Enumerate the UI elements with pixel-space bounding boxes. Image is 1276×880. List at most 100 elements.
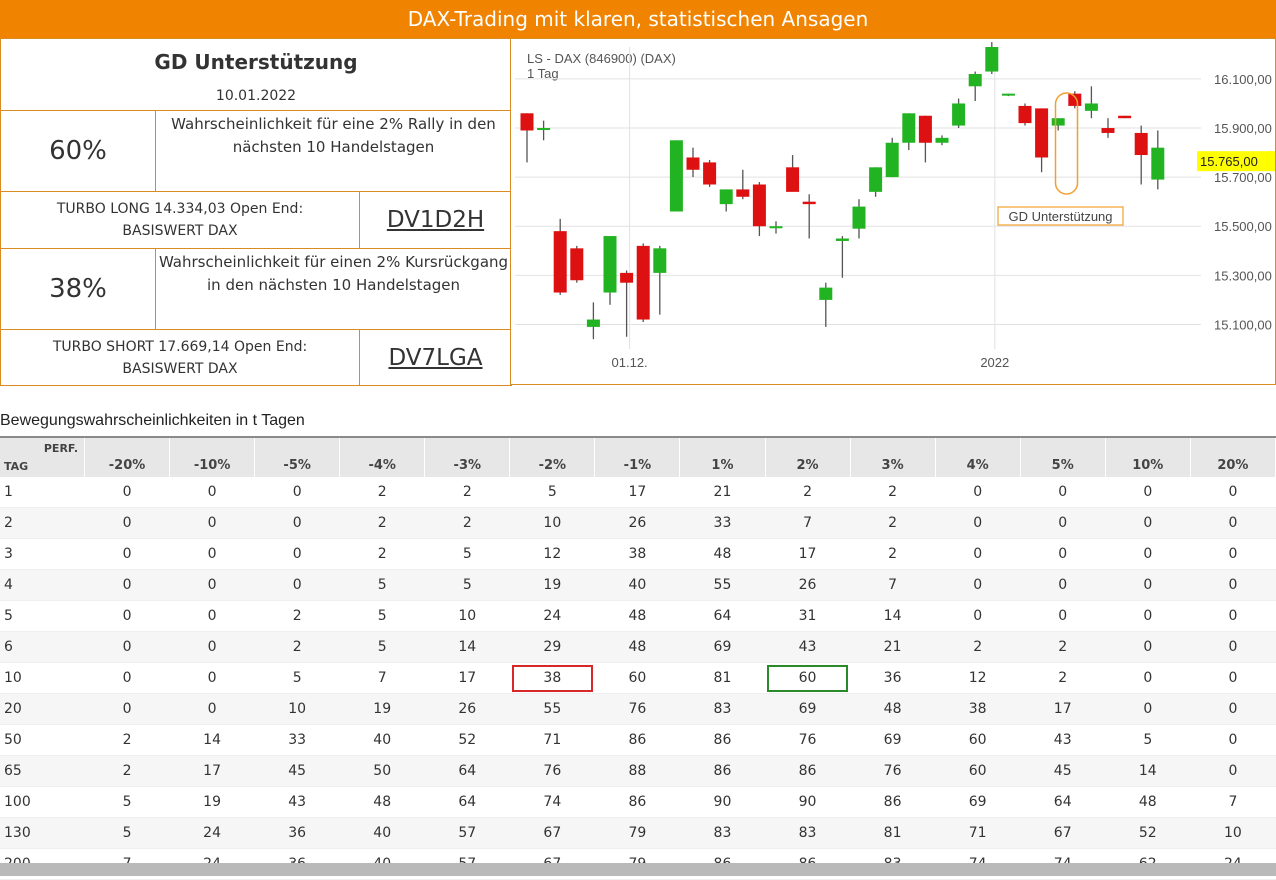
horizontal-scrollbar[interactable] bbox=[0, 863, 1276, 876]
probability-cell: 0 bbox=[84, 662, 170, 694]
candle-body bbox=[852, 206, 866, 229]
y-tick-label: 15.100,00 bbox=[1214, 317, 1272, 332]
probability-cell: 2 bbox=[339, 538, 425, 570]
probability-cell: 7 bbox=[850, 569, 936, 601]
probability-cell: 5 bbox=[84, 786, 170, 818]
y-tick-label: 15.700,00 bbox=[1214, 170, 1272, 185]
candle-body bbox=[537, 128, 551, 131]
probability-cell: 0 bbox=[1190, 569, 1276, 601]
table-row: 20 0 0 10 19 26 55 76 83 69 48 38 17 0 0 bbox=[0, 693, 1276, 725]
candle-body bbox=[1084, 103, 1098, 111]
short-probability: 38% bbox=[49, 274, 107, 304]
probability-cell: 21 bbox=[850, 631, 936, 663]
day-cell: 130 bbox=[0, 817, 85, 849]
probability-cell: 0 bbox=[1190, 662, 1276, 694]
candle-body bbox=[653, 248, 667, 273]
probability-cell: 86 bbox=[594, 724, 680, 756]
candle-body bbox=[918, 115, 932, 143]
candle-body bbox=[603, 236, 617, 293]
turbo-long-wkn-link[interactable]: DV1D2H bbox=[386, 207, 485, 233]
column-header: -5% bbox=[254, 436, 341, 477]
y-tick-label: 15.500,00 bbox=[1214, 219, 1272, 234]
candle-body bbox=[869, 167, 883, 192]
candle-body bbox=[835, 238, 849, 241]
probability-cell: 64 bbox=[424, 755, 510, 787]
probability-cell: 79 bbox=[594, 817, 680, 849]
table-row: 6 0 0 2 5 14 29 48 69 43 21 2 2 0 0 bbox=[0, 631, 1276, 663]
candle-body bbox=[935, 137, 949, 143]
probability-cell: 48 bbox=[339, 786, 425, 818]
probability-cell: 5 bbox=[339, 569, 425, 601]
probability-cell: 2 bbox=[84, 724, 170, 756]
turbo-short-wkn-link[interactable]: DV7LGA bbox=[388, 344, 483, 371]
probability-cell: 24 bbox=[169, 817, 255, 849]
candle-body bbox=[1018, 105, 1032, 124]
probability-cell: 0 bbox=[935, 569, 1021, 601]
day-cell: 1 bbox=[0, 477, 85, 508]
probability-cell: 67 bbox=[1020, 817, 1106, 849]
probability-cell: 19 bbox=[339, 693, 425, 725]
probability-cell: 5 bbox=[339, 631, 425, 663]
short-probability-text: Wahrscheinlichkeit für einen 2% Kursrück… bbox=[154, 248, 513, 330]
candle-body bbox=[1101, 128, 1115, 133]
probability-cell: 83 bbox=[679, 817, 765, 849]
probability-cell: 38 bbox=[935, 693, 1021, 725]
probability-cell: 5 bbox=[339, 600, 425, 632]
candle-body bbox=[985, 47, 999, 72]
probability-cell: 50 bbox=[339, 755, 425, 787]
probability-cell: 12 bbox=[935, 662, 1021, 694]
probability-cell: 40 bbox=[339, 724, 425, 756]
candle-body bbox=[952, 103, 966, 126]
probability-cell: 2 bbox=[254, 600, 340, 632]
probability-cell: 71 bbox=[935, 817, 1021, 849]
probability-cell: 45 bbox=[254, 755, 340, 787]
signal-header: GD Unterstützung 10.01.2022 bbox=[0, 38, 513, 111]
probability-cell: 88 bbox=[594, 755, 680, 787]
probability-cell: 81 bbox=[679, 662, 765, 694]
probability-cell: 0 bbox=[1020, 538, 1106, 570]
column-header: -1% bbox=[594, 436, 681, 477]
probability-cell: 90 bbox=[679, 786, 765, 818]
probability-cell: 7 bbox=[765, 507, 851, 539]
long-probability-text: Wahrscheinlichkeit für eine 2% Rally in … bbox=[154, 110, 513, 192]
probability-cell: 83 bbox=[679, 693, 765, 725]
dax-chart: LS - DAX (846900) (DAX) 1 Tag 16.100,00 1… bbox=[510, 38, 1276, 385]
candle-body bbox=[1134, 132, 1148, 156]
probability-cell: 69 bbox=[935, 786, 1021, 818]
signal-info-panel: GD Unterstützung 10.01.2022 60% Wahrsche… bbox=[0, 38, 513, 386]
probability-cell: 83 bbox=[765, 817, 851, 849]
probability-cell: 38 bbox=[509, 662, 595, 694]
page-banner: DAX-Trading mit klaren, statistischen An… bbox=[0, 0, 1276, 38]
probability-cell: 0 bbox=[1190, 631, 1276, 663]
probability-cell: 64 bbox=[679, 600, 765, 632]
probability-cell: 2 bbox=[1020, 662, 1106, 694]
probability-cell: 10 bbox=[254, 693, 340, 725]
probability-cell: 67 bbox=[509, 817, 595, 849]
probability-cell: 33 bbox=[254, 724, 340, 756]
day-cell: 6 bbox=[0, 631, 85, 663]
column-header: -3% bbox=[424, 436, 511, 477]
day-cell: 3 bbox=[0, 538, 85, 570]
long-probability: 60% bbox=[49, 136, 107, 166]
candlestick-chart: LS - DAX (846900) (DAX) 1 Tag 16.100,00 1… bbox=[515, 42, 1275, 370]
turbo-long-line1: TURBO LONG 14.334,03 Open End: bbox=[56, 201, 304, 217]
probability-cell: 60 bbox=[935, 724, 1021, 756]
candle-body bbox=[636, 245, 650, 320]
probability-cell: 36 bbox=[850, 662, 936, 694]
probability-cell: 2 bbox=[424, 507, 510, 539]
y-tick-label: 15.900,00 bbox=[1214, 121, 1272, 136]
probability-cell: 69 bbox=[679, 631, 765, 663]
annotation-label: GD Unterstützung bbox=[1008, 209, 1112, 224]
probability-cell: 0 bbox=[1190, 724, 1276, 756]
probability-cell: 14 bbox=[169, 724, 255, 756]
probability-table: PERF. TAG -20% -10% -5% -4% -3% -2% -1% 1% 2% 3% 4… bbox=[0, 436, 1276, 880]
turbo-short-line2: BASISWERT DAX bbox=[122, 360, 238, 377]
probability-cell: 5 bbox=[424, 538, 510, 570]
probability-cell: 64 bbox=[424, 786, 510, 818]
column-header: 2% bbox=[765, 436, 851, 477]
probability-cell: 0 bbox=[1020, 507, 1106, 539]
column-header: 10% bbox=[1105, 436, 1191, 477]
probability-cell: 29 bbox=[509, 631, 595, 663]
probability-cell: 86 bbox=[594, 786, 680, 818]
probability-cell: 17 bbox=[424, 662, 510, 694]
